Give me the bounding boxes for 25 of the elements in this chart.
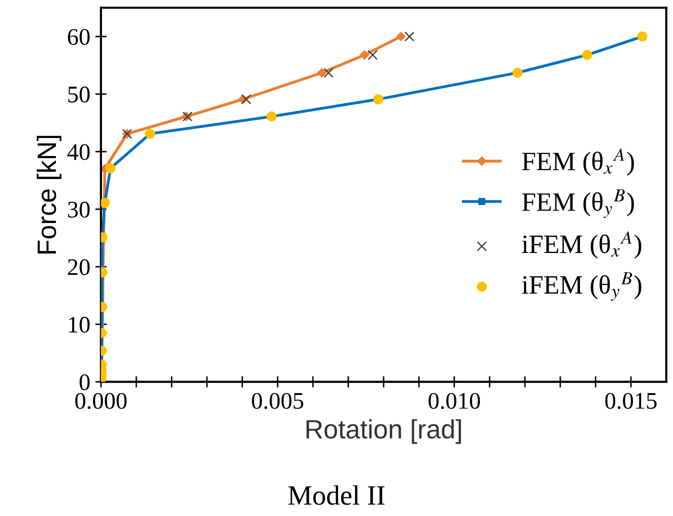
text: Model II [288,485,385,505]
y-tick-label: 40 [67,144,90,160]
x-tick-label: 0.005 [252,392,304,409]
x-tick-label: 0.015 [605,392,657,409]
point [241,94,252,104]
x-tick-label: 0.000 [75,392,127,409]
point [317,68,326,78]
point [360,50,370,60]
x-axis-title: Rotation [rad] [306,419,461,444]
x-tick-label: 0.010 [428,392,480,409]
legend-label: iFEM (θ$_{y}$$^{B}$) [522,272,642,301]
legend-label: FEM (θ$_{x}$$^{A}$) [522,148,634,176]
legend-label: FEM (θ$_{y}$$^{B}$) [522,189,634,218]
legend-label: iFEM (θ$_{x}$$^{A}$) [522,231,642,259]
point [323,68,334,78]
y-tick-label: 60 [68,29,90,45]
y-tick-label: 10 [69,316,90,333]
y-tick-label: 30 [68,202,90,218]
y-tick-label: 20 [68,259,90,276]
point [368,50,378,60]
y-axis-title: Force [kN] [36,136,62,254]
y-tick-label: 0 [80,374,90,390]
point [396,32,406,42]
point [404,32,414,42]
y-tick-label: 50 [68,86,90,102]
